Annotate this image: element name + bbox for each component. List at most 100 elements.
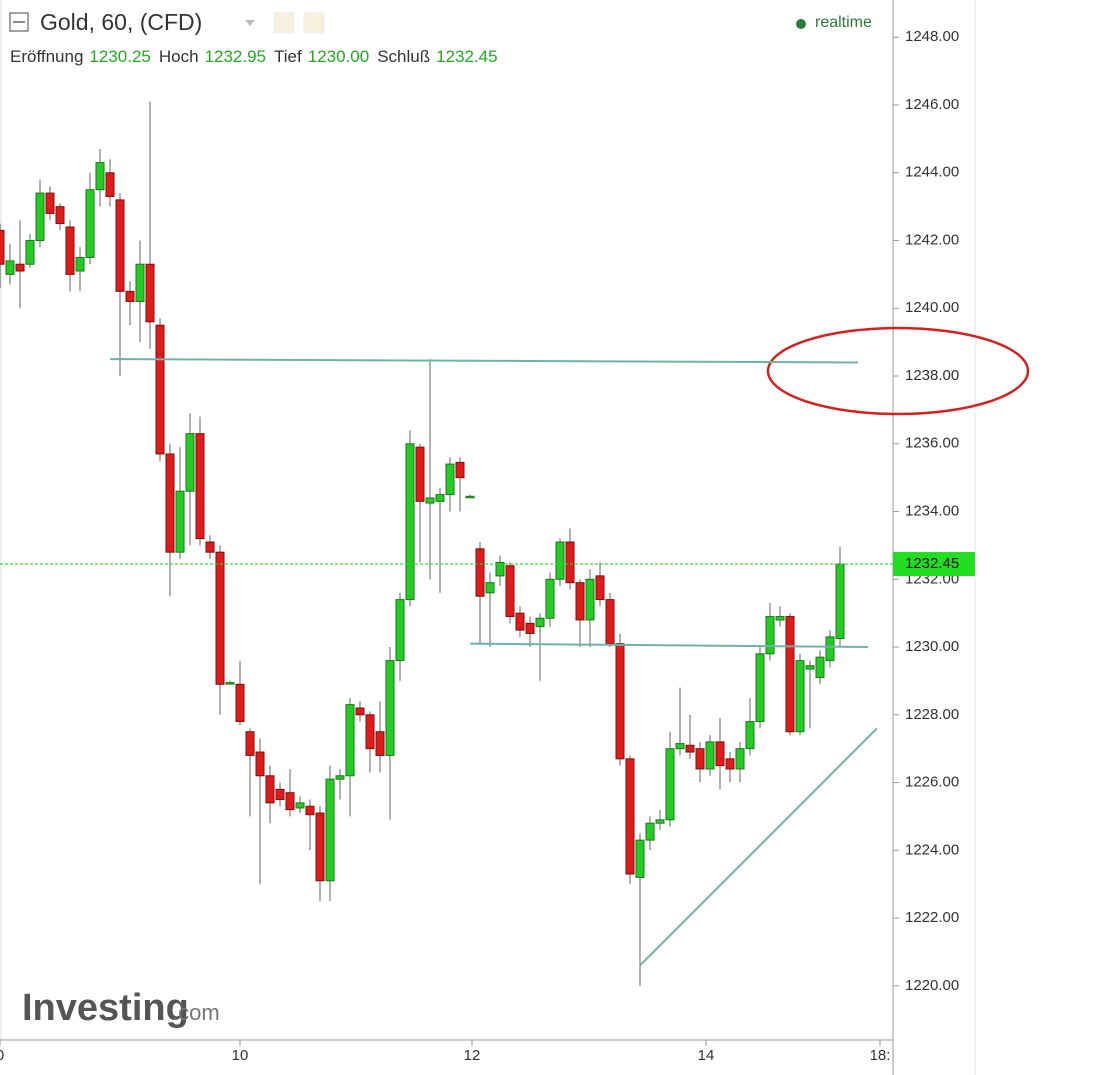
candle-body	[5, 260, 15, 275]
candle-body	[185, 433, 195, 492]
ohlc-label: Eröffnung	[10, 47, 84, 66]
candle-body	[655, 819, 665, 824]
x-tick-label: 0	[0, 1047, 4, 1064]
y-tick-label: 1222.00	[905, 909, 959, 926]
candle-body	[145, 263, 155, 323]
candle-body	[835, 563, 845, 640]
settings-icon[interactable]	[273, 12, 295, 34]
candle-body	[495, 561, 505, 577]
candle-body	[815, 656, 825, 679]
logo-main: Investing	[22, 987, 189, 1029]
candle-body	[325, 778, 335, 882]
candle-body	[475, 548, 485, 597]
candle-body	[125, 290, 135, 302]
candle-body	[795, 660, 805, 733]
candle-body	[315, 812, 325, 882]
y-tick-label: 1246.00	[905, 96, 959, 113]
x-tick-label: 12	[464, 1047, 481, 1064]
candle-body	[405, 443, 415, 601]
y-tick-label: 1226.00	[905, 774, 959, 791]
candle-body	[0, 229, 5, 265]
candle-body	[805, 665, 815, 670]
candle-body	[115, 199, 125, 292]
ohlc-label: Schluß	[377, 47, 431, 66]
candle-body	[485, 582, 495, 594]
candle-body	[435, 494, 445, 502]
candle-body	[375, 731, 385, 756]
candle-body	[685, 744, 695, 753]
x-tick-label: 18:	[870, 1047, 891, 1064]
candle-body	[645, 822, 655, 841]
y-tick-label: 1230.00	[905, 638, 959, 655]
y-tick-label: 1228.00	[905, 706, 959, 723]
candle-body	[695, 748, 705, 770]
ohlc-value: 1232.95	[204, 47, 267, 66]
candle-body	[525, 622, 535, 634]
candle-body	[825, 636, 835, 662]
candle-body	[205, 541, 215, 553]
candle-body	[665, 748, 675, 821]
candle-body	[255, 751, 265, 777]
realtime-dot	[796, 19, 806, 29]
candle-body	[175, 490, 185, 553]
candle-body	[445, 463, 455, 496]
candle-body	[365, 714, 375, 750]
dropdown-arrow[interactable]	[245, 20, 255, 26]
candle-body	[55, 206, 65, 225]
candle-body	[245, 731, 255, 756]
y-tick-label: 1236.00	[905, 435, 959, 452]
ohlc-label: Tief	[274, 47, 302, 66]
candle-body	[95, 162, 105, 191]
y-tick-label: 1234.00	[905, 502, 959, 519]
y-tick-label: 1238.00	[905, 367, 959, 384]
candle-body	[105, 172, 115, 197]
candle-body	[595, 575, 605, 601]
trendline	[469, 642, 869, 649]
candle-body	[705, 741, 715, 770]
candle-body	[215, 551, 225, 685]
candle-body	[285, 792, 295, 811]
candle-body	[395, 599, 405, 662]
candle-body	[675, 743, 685, 750]
ohlc-value: 1230.00	[307, 47, 370, 66]
candle-body	[15, 263, 25, 272]
candle-body	[345, 704, 355, 777]
y-tick-label: 1244.00	[905, 164, 959, 181]
y-tick-label: 1224.00	[905, 841, 959, 858]
candle-body	[505, 565, 515, 618]
y-tick-label: 1240.00	[905, 299, 959, 316]
candle-body	[85, 189, 95, 258]
candle-body	[35, 192, 45, 242]
candle-body	[45, 192, 55, 214]
candle-body	[425, 497, 435, 504]
y-tick-label: 1220.00	[905, 977, 959, 994]
candle-body	[385, 660, 395, 756]
x-tick-label: 14	[698, 1047, 715, 1064]
collapse-icon[interactable]	[9, 12, 29, 32]
close-icon[interactable]	[303, 12, 325, 34]
candle-body	[625, 758, 635, 875]
candle-body	[265, 775, 275, 804]
candle-body	[765, 616, 775, 655]
ohlc-value: 1230.25	[89, 47, 151, 66]
candle-body	[335, 775, 345, 780]
candle-body	[775, 616, 785, 621]
candle-body	[615, 643, 625, 760]
candle-body	[195, 433, 205, 540]
trendline	[639, 727, 878, 967]
y-tick-label: 1248.00	[905, 28, 959, 45]
candle-body	[635, 839, 645, 878]
trendline	[109, 358, 859, 364]
x-tick-label: 10	[232, 1047, 249, 1064]
status: realtime	[815, 14, 872, 31]
candle-body	[135, 263, 145, 302]
candle-body	[745, 721, 755, 750]
candle-body	[755, 653, 765, 723]
candle-body	[455, 461, 465, 479]
last-price-label: 1232.45	[905, 555, 959, 572]
candle-body	[565, 541, 575, 584]
logo-suffix: .com	[172, 1000, 220, 1025]
candles	[0, 101, 845, 986]
